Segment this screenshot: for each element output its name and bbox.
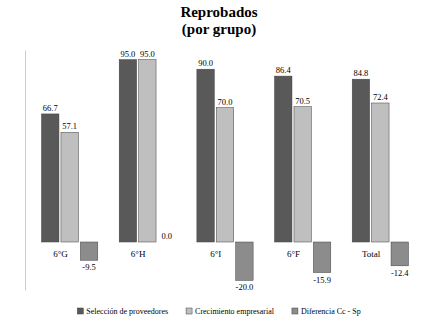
bar [119,60,136,242]
data-label: 70.0 [218,97,233,107]
bar [197,69,214,242]
legend-label: Crecimiento empresarial [195,307,275,316]
x-tick: Total [362,249,381,259]
bar [352,79,369,242]
x-axis-line [60,242,371,243]
bar [391,242,408,266]
bars [42,60,409,281]
x-tick-label: 6°F [287,249,300,259]
x-tick: 6°I [210,249,221,259]
data-label: 84.8 [353,68,368,78]
legend-label: Selección de proveedores [86,307,168,316]
data-labels: 66.7 95.0 90.0 86.4 84.8 57.1 95.0 70.0 70.5 72.4… [43,49,410,293]
y-axis-line [25,51,26,291]
y-axis [25,51,26,291]
data-label: 90.0 [198,58,213,68]
x-tick: 6°F [287,249,300,259]
x-tick-label: 6°H [131,249,146,259]
x-tick: 6°H [131,249,146,259]
subtitle: (por grupo) [182,21,256,38]
legend-label: Diferencia Cc - Sp [301,307,361,316]
data-label: -20.0 [236,282,254,292]
legend-item: Crecimiento empresarial [186,307,275,316]
bar [61,132,78,242]
bar [313,242,330,273]
chart: Reprobados(por grupo)6°G6°H6°I6°FTotal66… [0,0,438,319]
x-tick-label: 6°G [53,249,68,259]
data-label: 95.0 [120,49,135,59]
bar [294,107,311,242]
x-axis: 6°G 6°H 6°I 6°F Total [53,243,381,260]
data-label: 86.4 [276,65,292,75]
data-label: 72.4 [373,92,389,102]
legend-item: Selección de proveedores [77,307,168,316]
bar [216,108,233,242]
x-tick-label: Total [362,249,381,259]
data-label: 95.0 [140,49,155,59]
x-tick-label: 6°I [210,249,221,259]
bar [372,103,389,242]
data-label: 0.0 [161,231,172,241]
legend-swatch [292,308,298,314]
data-label: 57.1 [62,121,77,131]
data-label: -9.5 [82,262,95,272]
legend-swatch [77,308,83,314]
x-tick: 6°G [53,249,68,259]
data-label: 66.7 [43,103,58,113]
bar [139,60,156,242]
data-label: 70.5 [295,96,310,106]
title: Reprobados [180,4,257,20]
legend-item: Diferencia Cc - Sp [292,307,361,316]
bar [275,76,292,242]
bar [236,242,253,280]
bar [42,114,59,242]
bar [158,242,175,243]
data-label: -12.4 [391,268,409,278]
bar [80,242,97,260]
legend-swatch [186,308,192,314]
data-label: -15.9 [313,275,331,285]
legend: Selección de proveedores Crecimiento empr… [77,307,360,316]
